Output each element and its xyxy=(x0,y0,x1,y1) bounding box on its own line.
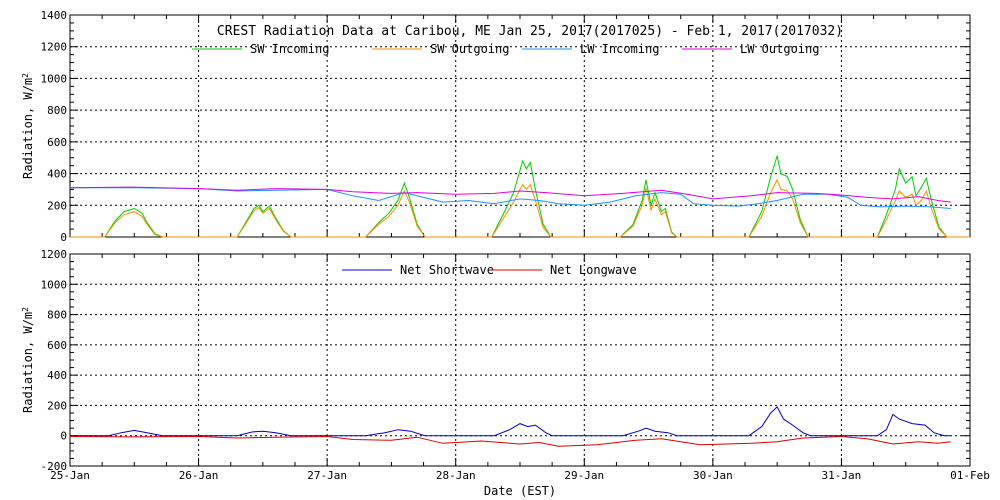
x-tick-label: 29-Jan xyxy=(564,469,604,482)
y-axis-title-exponent: 2 xyxy=(21,307,30,312)
series-line-net-shortwave xyxy=(70,406,951,437)
y-tick-label: 1000 xyxy=(41,72,68,85)
x-tick-label: 31-Jan xyxy=(822,469,862,482)
series-line-net-longwave xyxy=(69,435,951,447)
y-tick-label: 200 xyxy=(47,399,67,412)
panel-1: 0 200 400 600 800 1000 1200 1400 Radiation, W/m2… xyxy=(21,9,971,244)
legend-label: SW Outgoing xyxy=(430,42,509,56)
legend-label: Net Shortwave xyxy=(400,263,494,277)
y-tick-label: 800 xyxy=(47,104,67,117)
y-tick-label: -200 xyxy=(41,460,68,473)
y-tick-label: 200 xyxy=(47,199,67,212)
x-tick-label: 27-Jan xyxy=(307,469,347,482)
y-tick-label: 0 xyxy=(60,430,67,443)
x-axis-title: Date (EST) xyxy=(484,484,556,498)
legend-label: Net Longwave xyxy=(550,263,637,277)
y-tick-label: 1400 xyxy=(41,9,68,22)
series-line-sw-incoming xyxy=(70,154,970,238)
series-line-sw-outgoing xyxy=(70,178,970,238)
y-axis-title: Radiation, W/m2 xyxy=(21,73,35,179)
y-axis-title-exponent: 2 xyxy=(21,73,30,78)
legend-label: SW Incoming xyxy=(250,42,329,56)
plot-frame xyxy=(69,14,971,238)
x-tick-label: 25-Jan xyxy=(50,469,90,482)
legend-label: LW Outgoing xyxy=(740,42,819,56)
y-tick-label: 1000 xyxy=(41,278,68,291)
chart-title: CREST Radiation Data at Caribou, ME Jan … xyxy=(217,24,843,39)
legend-label: LW Incoming xyxy=(580,42,659,56)
x-tick-label: 30-Jan xyxy=(693,469,733,482)
y-tick-label: 800 xyxy=(47,309,67,322)
y-tick-label: 400 xyxy=(47,168,67,181)
series-line-lw-outgoing xyxy=(69,186,951,203)
y-tick-label: 1200 xyxy=(41,248,68,261)
y-tick-label: 600 xyxy=(47,339,67,352)
plot-frame xyxy=(69,253,971,467)
x-tick-label: 01-Feb xyxy=(950,469,990,482)
x-tick-label: 28-Jan xyxy=(436,469,476,482)
y-axis-title: Radiation, W/m2 xyxy=(21,307,35,413)
y-tick-label: 400 xyxy=(47,369,67,382)
panel-2: -200 0 200 400 600 800 1000 1200 Radiation, W/m2… xyxy=(21,248,971,473)
y-tick-label: 0 xyxy=(60,231,67,244)
y-tick-label: 1200 xyxy=(41,41,68,54)
x-tick-label: 26-Jan xyxy=(179,469,219,482)
y-tick-label: 600 xyxy=(47,136,67,149)
